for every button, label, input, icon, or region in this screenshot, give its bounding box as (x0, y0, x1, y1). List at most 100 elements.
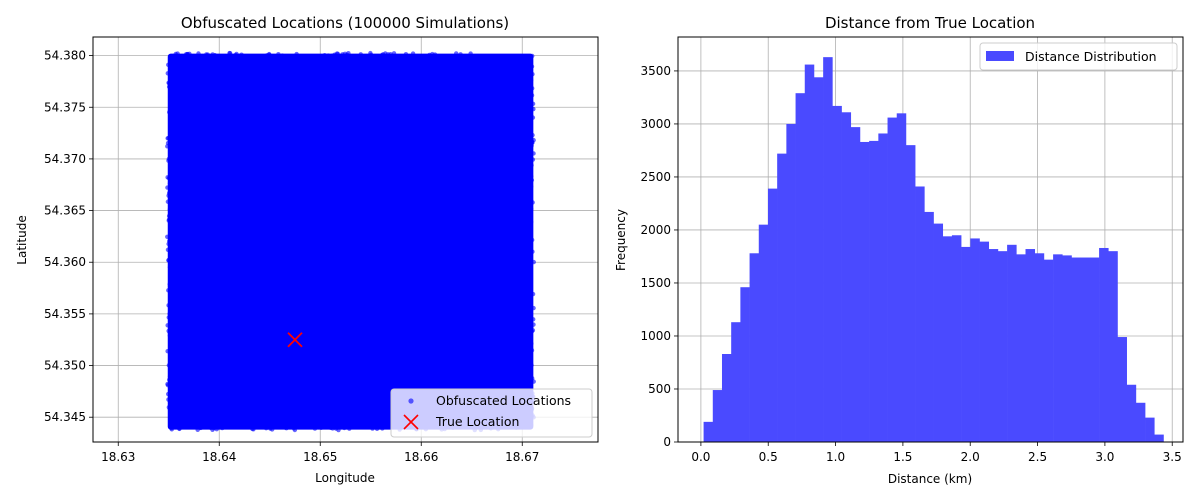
obfuscated-location-point (167, 351, 173, 356)
histogram-bar (997, 251, 1008, 442)
histogram-ytick-label: 500 (648, 382, 671, 396)
obfuscated-location-point (531, 305, 536, 311)
scatter-ylabel: Latitude (15, 215, 29, 264)
obfuscated-location-point (330, 426, 335, 431)
obfuscated-location-point (166, 257, 171, 263)
obfuscated-location-point (204, 52, 209, 57)
obfuscated-location-point (233, 52, 238, 58)
histogram-xtick-label: 3.0 (1095, 450, 1114, 464)
histogram-axes-frame (677, 36, 1184, 443)
obfuscated-location-point (226, 424, 231, 430)
obfuscated-location-point (531, 137, 536, 143)
obfuscated-location-point (529, 163, 534, 168)
obfuscated-location-point (530, 200, 535, 205)
scatter-legend: Obfuscated Locations True Location (390, 388, 593, 438)
obfuscated-location-point (177, 426, 182, 431)
legend-distance-label: Distance Distribution (1025, 49, 1157, 64)
obfuscated-location-point (198, 425, 204, 431)
histogram-bar (1062, 255, 1072, 442)
obfuscated-location-point (342, 51, 348, 57)
histogram-bar (786, 123, 796, 443)
obfuscated-location-point (169, 427, 175, 432)
obfuscated-location-point (263, 425, 269, 431)
obfuscated-location-point (528, 219, 534, 225)
obfuscated-location-point (319, 425, 324, 430)
obfuscated-location-point (528, 184, 534, 189)
obfuscated-location-point (280, 53, 285, 58)
obfuscated-location-point (239, 52, 244, 57)
histogram-xlabel: Distance (km) (888, 472, 972, 486)
histogram-bar (1043, 259, 1054, 442)
obfuscated-location-point (166, 288, 171, 293)
obfuscated-location-point (430, 51, 435, 57)
histogram-ytick-label: 1500 (640, 276, 671, 290)
obfuscated-location-point (165, 323, 170, 328)
histogram-bar (1117, 337, 1127, 442)
obfuscated-locations-region (167, 53, 534, 430)
histogram-xtick-label: 3.5 (1163, 450, 1182, 464)
obfuscated-location-point (166, 397, 171, 402)
obfuscated-location-point (528, 77, 534, 83)
obfuscated-location-point (165, 199, 171, 204)
histogram-legend: Distance Distribution (979, 42, 1178, 71)
obfuscated-location-point (379, 52, 385, 58)
histogram-bar (841, 112, 852, 442)
scatter-xlabel: Longitude (315, 471, 375, 485)
histogram-bar (1135, 402, 1146, 442)
scatter-ytick-label: 54.365 (44, 204, 86, 218)
obfuscated-location-point (166, 62, 171, 68)
histogram-ylabel: Frequency (614, 209, 628, 271)
obfuscated-location-point (530, 101, 536, 107)
obfuscated-location-point (220, 425, 225, 431)
scatter-ytick-label: 54.370 (44, 152, 86, 166)
obfuscated-location-point (529, 329, 535, 334)
true-location-marker (287, 332, 303, 348)
obfuscated-location-point (529, 93, 535, 98)
obfuscated-location-point (166, 315, 171, 320)
scatter-ytick-label: 54.355 (44, 307, 86, 321)
histogram-bar (1126, 384, 1137, 442)
legend-true-location-marker (403, 414, 419, 430)
histogram-xtick-label: 2.0 (961, 450, 980, 464)
obfuscated-location-point (529, 64, 535, 69)
histogram-xtick-label: 1.5 (893, 450, 912, 464)
histogram-bar (951, 235, 962, 442)
obfuscated-location-point (330, 53, 335, 58)
histogram-bar (1154, 434, 1164, 442)
obfuscated-location-point (403, 52, 409, 57)
histogram-ticks: 0.0 0.5 1.0 1.5 2.0 2.5 3.0 3.5 0 500 1000 1500 2000… (640, 64, 1181, 464)
scatter-ytick-label: 54.375 (44, 100, 86, 114)
histogram-xtick-label: 2.5 (1028, 450, 1047, 464)
obfuscated-location-point (167, 282, 172, 287)
histogram-bar (878, 133, 888, 442)
obfuscated-location-point (165, 234, 170, 239)
obfuscated-location-point (173, 51, 178, 57)
histogram-bar (1034, 253, 1045, 442)
obfuscated-location-point (388, 52, 393, 57)
obfuscated-location-point (165, 391, 171, 397)
legend-obfuscated-label: Obfuscated Locations (436, 393, 571, 408)
histogram-bar (813, 77, 824, 442)
histogram-bar (1099, 247, 1109, 442)
histogram-bar (749, 253, 760, 442)
histogram-bar (1016, 254, 1026, 442)
histogram-legend-box (979, 42, 1178, 71)
histogram-bar (970, 238, 980, 442)
obfuscated-location-point (529, 324, 534, 330)
scatter-xtick-label: 18.65 (303, 450, 337, 464)
obfuscated-location-point (267, 52, 272, 58)
obfuscated-location-point (529, 348, 535, 353)
obfuscated-location-point (165, 144, 170, 149)
histogram-bar (961, 246, 971, 442)
obfuscated-location-point (167, 311, 172, 316)
histogram-bar (1071, 257, 1081, 442)
obfuscated-location-point (167, 377, 172, 382)
scatter-title: Obfuscated Locations (100000 Simulations… (181, 14, 509, 32)
histogram-ytick-label: 0 (663, 435, 671, 449)
scatter-axes-frame (92, 36, 599, 443)
obfuscated-location-point (165, 71, 170, 76)
obfuscated-location-point (187, 51, 192, 57)
scatter-ytick-label: 54.380 (44, 49, 86, 63)
obfuscated-location-point (196, 51, 201, 56)
